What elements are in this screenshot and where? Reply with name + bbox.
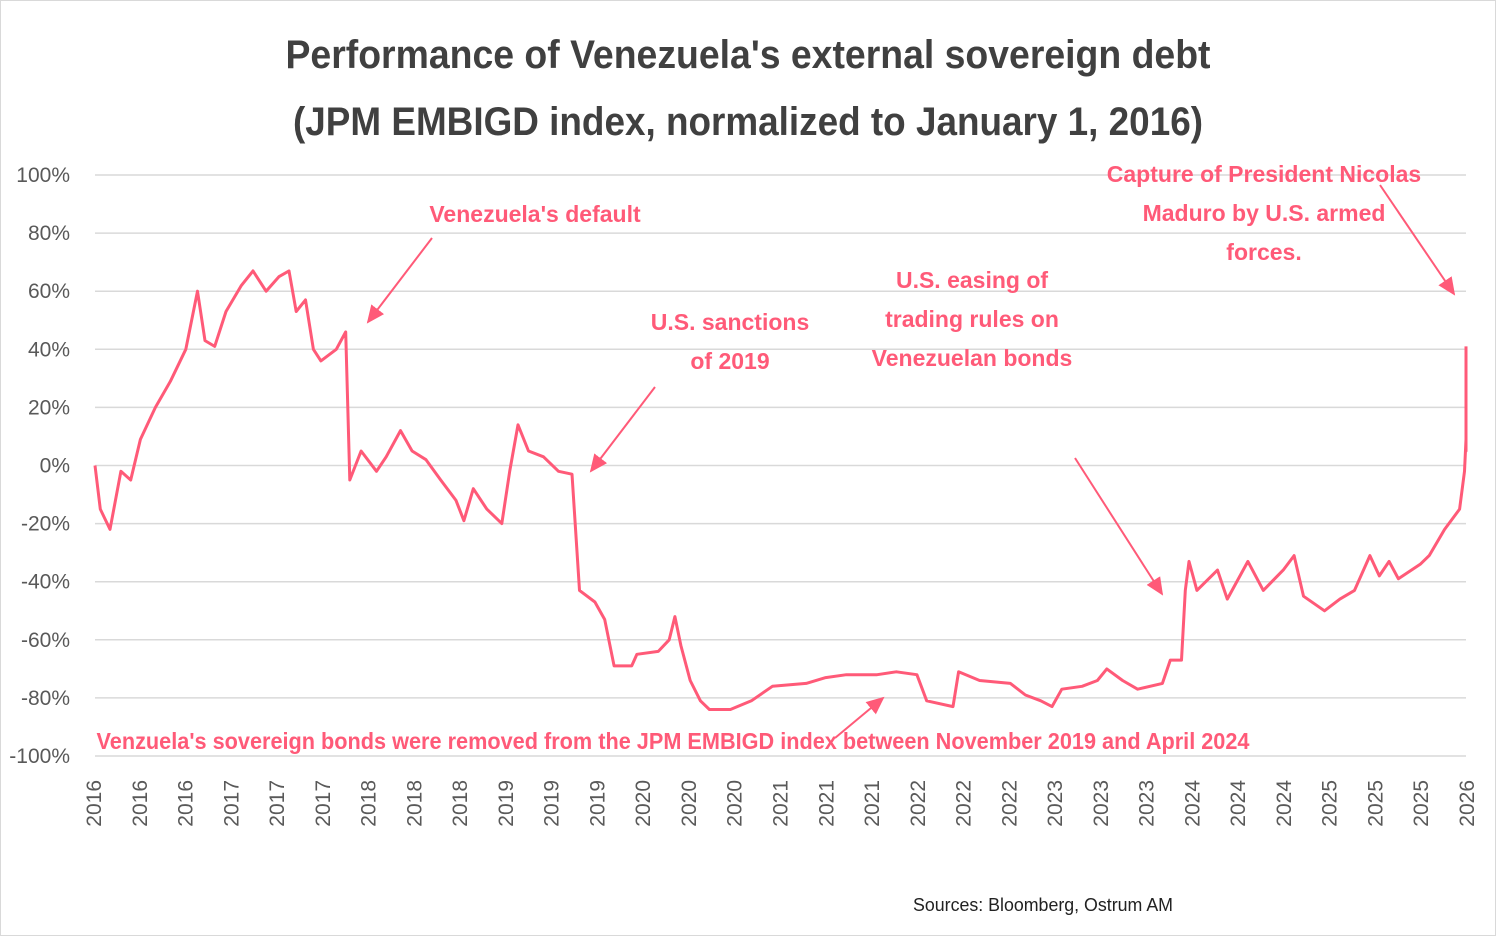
x-tick-label: 2017 bbox=[312, 780, 335, 827]
x-tick-label: 2020 bbox=[632, 780, 655, 827]
y-tick-label: 80% bbox=[28, 222, 70, 245]
y-tick-label: -60% bbox=[21, 629, 70, 652]
chart-title: Performance of Venezuela's external sove… bbox=[286, 33, 1211, 77]
annotation: Capture of President Nicolas Maduro by U.… bbox=[1107, 161, 1456, 296]
x-tick-label: 2018 bbox=[449, 780, 472, 827]
x-tick-label: 2023 bbox=[1136, 780, 1159, 827]
annotation-text: Venzuela's sovereign bonds were removed … bbox=[97, 728, 1250, 754]
x-tick-label: 2016 bbox=[175, 780, 198, 827]
x-tick-label: 2023 bbox=[1044, 780, 1067, 827]
x-tick-label: 2016 bbox=[129, 780, 152, 827]
annotation: U.S. sanctions of 2019 bbox=[589, 309, 809, 473]
x-tick-label: 2017 bbox=[266, 780, 289, 827]
annotation-arrow bbox=[1074, 457, 1164, 596]
series-line bbox=[93, 269, 1468, 711]
source-note: Sources: Bloomberg, Ostrum AM bbox=[913, 895, 1173, 915]
x-tick-label: 2020 bbox=[678, 780, 701, 827]
x-tick-label: 2024 bbox=[1273, 780, 1296, 827]
x-tick-label: 2016 bbox=[83, 780, 106, 827]
x-tick-label: 2021 bbox=[861, 780, 884, 827]
x-tick-label: 2022 bbox=[953, 780, 976, 827]
x-tick-label: 2022 bbox=[998, 780, 1021, 827]
y-tick-label: 0% bbox=[40, 455, 70, 478]
y-tick-label: -40% bbox=[21, 571, 70, 594]
annotation-text: forces. bbox=[1226, 239, 1301, 265]
y-tick-label: -100% bbox=[9, 745, 70, 768]
x-tick-label: 2018 bbox=[358, 780, 381, 827]
y-tick-label: -20% bbox=[21, 513, 70, 536]
annotation-arrow bbox=[366, 237, 433, 324]
x-tick-label: 2019 bbox=[495, 780, 518, 827]
annotation: Venezuela's default bbox=[366, 201, 641, 324]
annotation-text: Venezuelan bonds bbox=[872, 345, 1073, 371]
x-tick-label: 2023 bbox=[1090, 780, 1113, 827]
annotation: Venzuela's sovereign bonds were removed … bbox=[97, 696, 1250, 754]
annotation-text: Venezuela's default bbox=[429, 201, 641, 227]
x-tick-label: 2024 bbox=[1181, 780, 1204, 827]
y-tick-label: -80% bbox=[21, 687, 70, 710]
y-tick-label: 100% bbox=[16, 164, 70, 187]
x-tick-label: 2019 bbox=[541, 780, 564, 827]
annotation: U.S. easing of trading rules on Venezuelan… bbox=[872, 267, 1164, 596]
x-tick-label: 2025 bbox=[1364, 780, 1387, 827]
x-tick-label: 2026 bbox=[1456, 780, 1479, 827]
x-tick-label: 2021 bbox=[770, 780, 793, 827]
x-tick-label: 2025 bbox=[1410, 780, 1433, 827]
annotation-text: of 2019 bbox=[690, 348, 769, 374]
annotation-arrow bbox=[589, 386, 656, 473]
x-tick-label: 2024 bbox=[1227, 780, 1250, 827]
annotation-text: Capture of President Nicolas bbox=[1107, 161, 1421, 187]
x-tick-label: 2018 bbox=[403, 780, 426, 827]
y-tick-label: 20% bbox=[28, 396, 70, 419]
x-tick-label: 2019 bbox=[586, 780, 609, 827]
x-tick-label: 2025 bbox=[1319, 780, 1342, 827]
annotation-text: U.S. easing of bbox=[896, 267, 1048, 293]
x-tick-label: 2021 bbox=[815, 780, 838, 827]
annotation-arrow bbox=[1379, 184, 1456, 296]
y-tick-label: 60% bbox=[28, 280, 70, 303]
annotation-text: U.S. sanctions bbox=[651, 309, 809, 335]
x-tick-label: 2017 bbox=[220, 780, 243, 827]
x-tick-label: 2022 bbox=[907, 780, 930, 827]
y-tick-label: 40% bbox=[28, 338, 70, 361]
annotation-arrow bbox=[834, 696, 885, 739]
x-tick-label: 2020 bbox=[724, 780, 747, 827]
annotation-text: trading rules on bbox=[885, 306, 1059, 332]
annotation-text: Maduro by U.S. armed bbox=[1143, 200, 1386, 226]
chart-subtitle: (JPM EMBIGD index, normalized to January… bbox=[293, 100, 1203, 144]
